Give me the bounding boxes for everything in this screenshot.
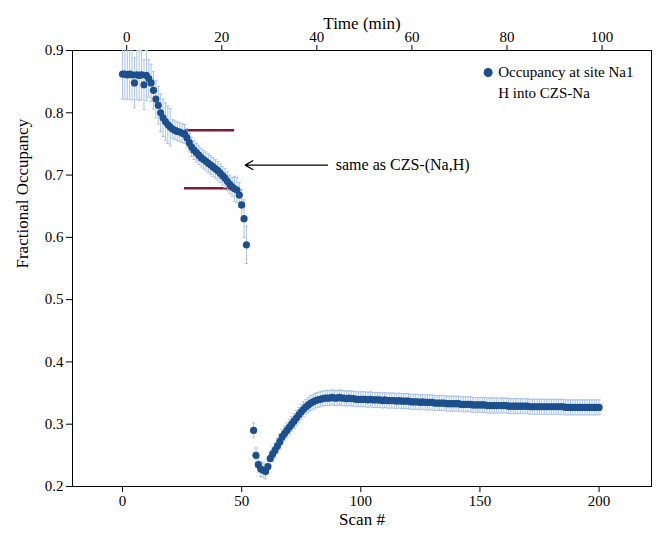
svg-text:40: 40: [309, 29, 324, 45]
svg-text:0.5: 0.5: [45, 291, 64, 307]
svg-text:20: 20: [214, 29, 229, 45]
svg-text:100: 100: [350, 493, 373, 509]
svg-text:0.3: 0.3: [45, 416, 64, 432]
svg-text:0.9: 0.9: [45, 42, 64, 58]
svg-text:same as CZS-(Na,H): same as CZS-(Na,H): [336, 156, 470, 174]
svg-text:0.2: 0.2: [45, 478, 64, 494]
svg-text:0.4: 0.4: [45, 354, 64, 370]
svg-text:H into CZS-Na: H into CZS-Na: [498, 85, 590, 101]
svg-text:Scan #: Scan #: [339, 510, 385, 529]
svg-text:80: 80: [499, 29, 514, 45]
svg-text:Occupancy at site Na1: Occupancy at site Na1: [498, 64, 633, 80]
svg-text:0.8: 0.8: [45, 105, 64, 121]
svg-text:100: 100: [591, 29, 614, 45]
svg-text:Time (min): Time (min): [323, 14, 400, 33]
svg-text:0.7: 0.7: [45, 167, 64, 183]
svg-text:200: 200: [588, 493, 611, 509]
svg-text:0.6: 0.6: [45, 229, 64, 245]
svg-text:0: 0: [119, 493, 127, 509]
svg-text:0: 0: [123, 29, 130, 45]
svg-text:60: 60: [404, 29, 419, 45]
svg-text:150: 150: [469, 493, 492, 509]
svg-text:50: 50: [234, 493, 249, 509]
svg-text:Fractional Occupancy: Fractional Occupancy: [13, 118, 32, 268]
